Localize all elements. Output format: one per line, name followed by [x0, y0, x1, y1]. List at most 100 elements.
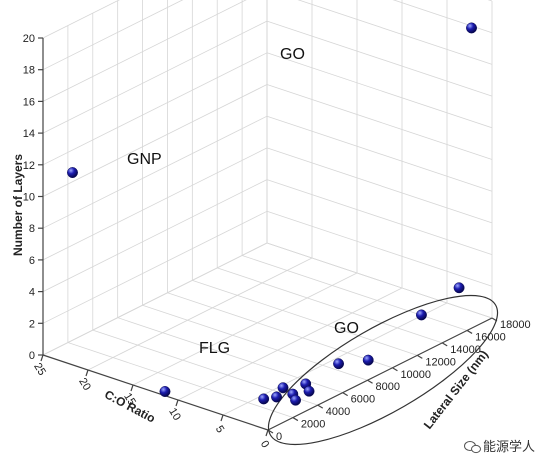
x-tick-mark [265, 429, 269, 437]
data-point-3 [453, 282, 465, 294]
y-tick-label: 4000 [326, 406, 350, 418]
x-tick-mark [85, 369, 89, 377]
wechat-icon [464, 441, 481, 454]
z-tick-label: 10 [23, 192, 35, 204]
z-axis-label: Number of Layers [11, 154, 25, 256]
x-tick-label: 15 [121, 391, 138, 408]
grid-layer [42, 0, 493, 431]
wall-gridline-z [42, 210, 268, 324]
ellipse-layer [267, 294, 499, 446]
floor-gridline-y [92, 329, 318, 406]
y-tick-label: 18000 [500, 319, 531, 331]
y-tick-label: 14000 [450, 344, 481, 356]
y-tick-label: 16000 [475, 331, 506, 343]
floor-gridline-y [142, 304, 368, 381]
wall-gridline-z [42, 20, 268, 134]
y-tick-label: 0 [276, 431, 282, 443]
wall-gridline-z [42, 0, 184, 71]
y-tick-mark [292, 417, 299, 422]
data-point-9 [277, 382, 289, 394]
y-axis-line [267, 317, 493, 431]
watermark: 能源学人 [464, 439, 535, 455]
data-point-0 [67, 167, 78, 179]
x-tick-label: 0 [258, 439, 271, 451]
data-point-4 [415, 309, 427, 321]
wall-gridline-z [266, 20, 493, 97]
y-tick-mark [466, 329, 473, 334]
z-tick-label: 16 [23, 96, 35, 108]
floor-gridline-y [167, 292, 393, 369]
z-tick-label: 4 [29, 287, 35, 299]
y-tick-mark [342, 392, 348, 397]
y-tick-mark [392, 367, 398, 372]
wall-gridline-z [42, 0, 120, 39]
floor-gridline-y [241, 255, 468, 331]
wall-gridline-z [266, 115, 493, 192]
go-cluster-ellipse [267, 294, 499, 446]
z-tick-label: 20 [23, 33, 35, 45]
x-tick-mark [175, 399, 179, 407]
x-tick-mark [130, 384, 134, 392]
y-tick-mark [417, 354, 423, 359]
wall-gridline-z [266, 210, 493, 287]
wall-gridline-z [297, 0, 493, 65]
data-point-13 [258, 393, 270, 405]
x-tick-mark [40, 354, 44, 362]
x-tick-label: 10 [166, 406, 183, 423]
wall-gridline-z [42, 52, 268, 166]
wall-gridline-z [42, 147, 268, 261]
annotation-go-cluster: GO [334, 320, 359, 337]
y-tick-label: 12000 [425, 356, 456, 368]
data-point-2 [159, 386, 171, 397]
z-tick-label: 8 [29, 223, 35, 235]
wall-gridline-z [266, 242, 493, 319]
wall-gridline-z [42, 0, 247, 102]
y-tick-label: 2000 [301, 419, 325, 431]
floor-gridline-x [177, 287, 403, 401]
data-point-1 [466, 22, 477, 34]
y-tick-label: 6000 [351, 394, 375, 406]
wall-gridline-z [266, 179, 493, 255]
x-tick-mark [220, 414, 224, 422]
z-tick-label: 0 [29, 350, 35, 362]
z-tick-label: 12 [23, 160, 35, 172]
x-tick-label: 25 [31, 361, 48, 378]
y-tick-label: 8000 [376, 381, 400, 393]
annotations: GO GNP FLG GO [127, 46, 359, 357]
data-point-11 [290, 394, 302, 406]
data-point-8 [303, 385, 315, 397]
floor-gridline-y [217, 267, 443, 344]
wall-gridline-z [42, 179, 268, 292]
watermark-text: 能源学人 [483, 439, 535, 455]
data-point-12 [271, 391, 282, 403]
wall-gridline-z [266, 147, 493, 224]
z-tick-label: 2 [29, 318, 35, 330]
annotation-go-top: GO [280, 46, 305, 63]
x-tick-label: 20 [76, 376, 93, 393]
z-tick-label: 18 [23, 65, 35, 77]
x-axis-line [42, 354, 269, 431]
wall-gridline-z [266, 52, 493, 129]
wall-gridline-z [42, 115, 268, 229]
wall-gridline-z [392, 0, 493, 34]
tick-labels: 0246810121416182005101520250200040006000… [23, 33, 531, 450]
data-point-5 [362, 354, 374, 366]
wall-gridline-z [42, 84, 268, 197]
y-tick-label: 10000 [400, 369, 431, 381]
annotation-flg: FLG [199, 340, 230, 357]
floor-gridline-y [67, 342, 294, 418]
x-tick-label: 5 [213, 424, 226, 436]
axis-layer [38, 0, 498, 437]
wall-gridline-z [42, 242, 268, 356]
floor-gridline-x [87, 257, 313, 371]
floor-gridline-x [132, 272, 358, 386]
z-tick-label: 6 [29, 255, 35, 267]
data-point-6 [333, 358, 344, 370]
y-tick-mark [441, 342, 448, 347]
y-tick-mark [367, 379, 373, 384]
annotation-gnp: GNP [127, 151, 162, 168]
y-tick-mark [317, 404, 324, 409]
z-tick-label: 14 [23, 128, 35, 140]
wall-gridline-z [266, 84, 493, 160]
